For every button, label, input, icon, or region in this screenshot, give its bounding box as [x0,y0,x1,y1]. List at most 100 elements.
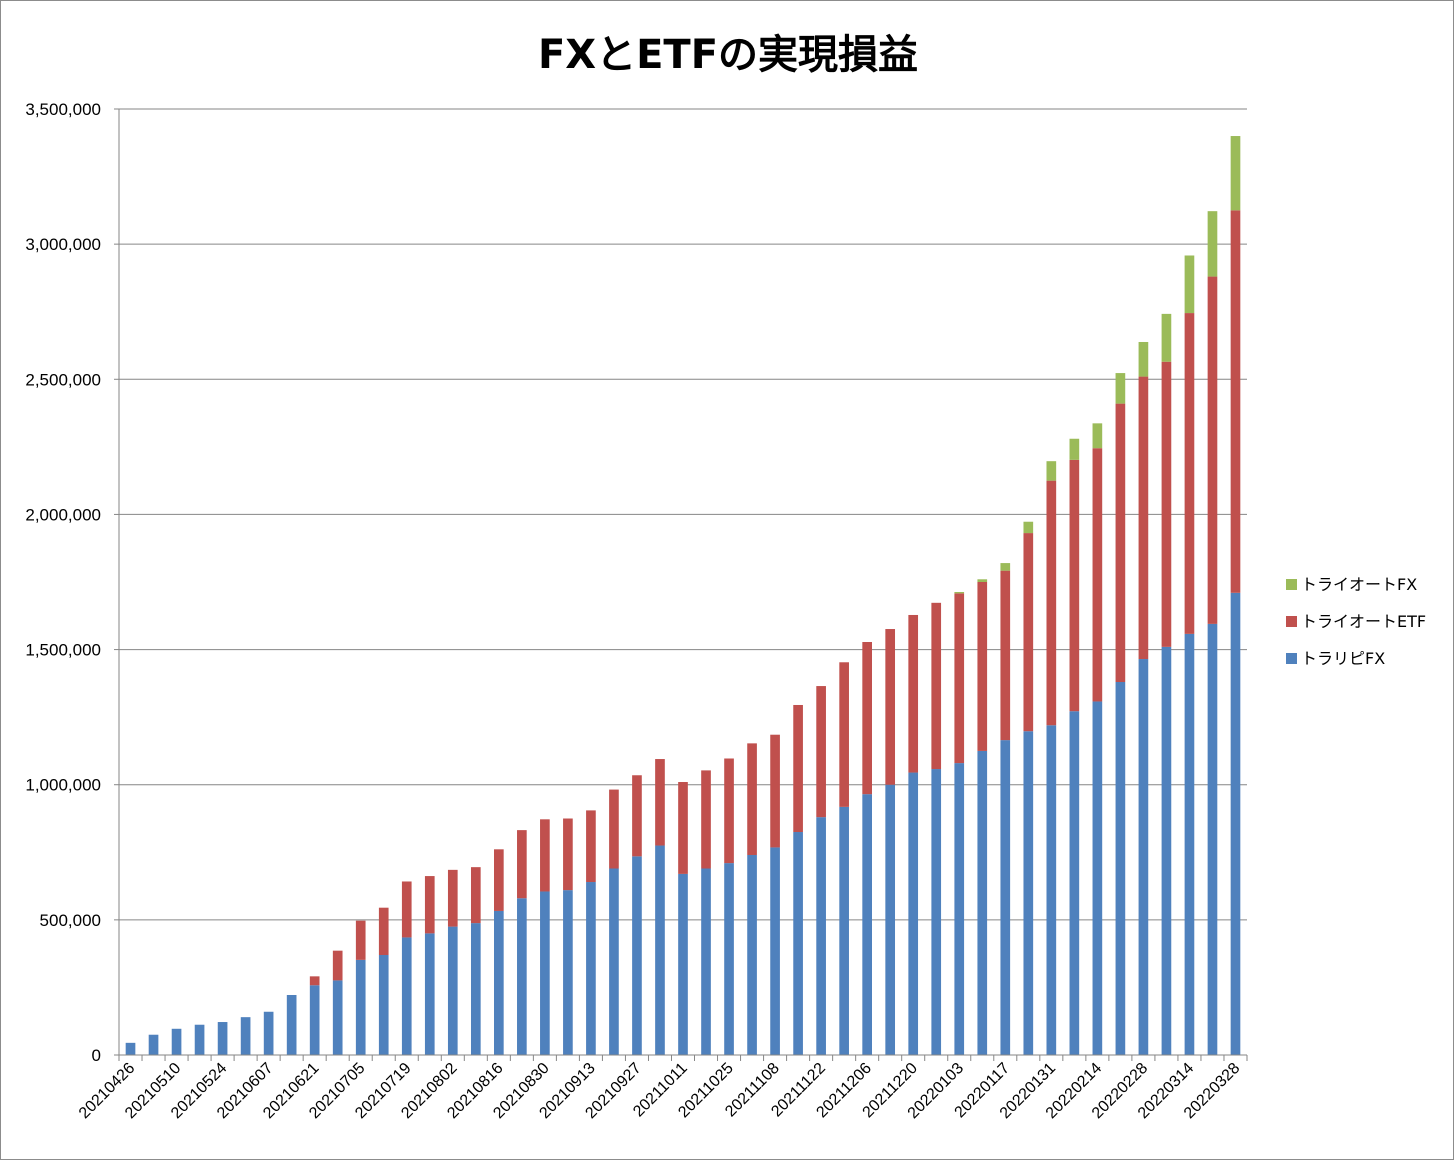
bar-triauto-etf [655,759,665,846]
bar-trarip-fx [701,868,711,1055]
bar-triauto-etf [586,810,596,883]
bar-trarip-fx [586,882,596,1055]
bar-triauto-etf [309,976,320,986]
bar-trarip-fx [1184,633,1195,1055]
y-tick-label: 500,000 [40,911,101,930]
bar-trarip-fx [885,784,896,1055]
bar-triauto-fx [1138,341,1149,377]
bar-triauto-etf [632,775,642,857]
bar-trarip-fx [194,1024,205,1055]
bar-triauto-fx [954,592,965,594]
bar-trarip-fx [747,854,757,1055]
bar-triauto-etf [954,593,965,764]
axes [114,108,1248,1061]
bar-trarip-fx [447,926,458,1055]
bar-triauto-etf [1207,276,1218,624]
bar-triauto-fx [1000,563,1011,571]
bar-trarip-fx [148,1034,159,1055]
bar-trarip-fx [908,772,919,1055]
bar-triauto-etf [1184,313,1195,634]
bar-trarip-fx [931,769,942,1055]
bar-triauto-etf [885,629,896,785]
bar-triauto-etf [609,789,619,869]
bar-trarip-fx [470,923,481,1055]
bar-trarip-fx [355,959,366,1055]
bar-trarip-fx [678,873,688,1055]
bar-trarip-fx [1069,711,1080,1055]
bar-triauto-etf [701,770,711,869]
y-tick-label: 3,000,000 [25,235,101,254]
bar-trarip-fx [563,890,573,1055]
y-tick-label: 0 [92,1046,101,1065]
bar-triauto-etf [770,734,780,848]
bar-trarip-fx [424,933,435,1055]
legend-swatch [1286,616,1297,627]
chart-title: FXとETFの実現損益 [538,32,918,78]
bar-trarip-fx [1161,646,1172,1055]
bar-triauto-etf [931,602,942,770]
bar-triauto-etf [816,686,826,818]
bar-trarip-fx [609,868,619,1055]
bar-trarip-fx [332,980,343,1055]
bar-triauto-fx [977,579,988,582]
bar-triauto-etf [332,950,343,981]
bar-trarip-fx [286,994,297,1055]
bar-triauto-etf [1138,376,1149,660]
bar-trarip-fx [240,1017,251,1055]
gridlines [119,108,1247,921]
bar-triauto-etf [678,782,688,874]
bar-triauto-etf [1069,459,1080,712]
bar-triauto-etf [724,758,734,864]
bar-triauto-etf [793,704,803,833]
bar-trarip-fx [1092,701,1103,1055]
bar-trarip-fx [401,937,412,1055]
bar-triauto-etf [1023,533,1034,732]
bar-trarip-fx [724,863,734,1055]
bar-triauto-etf [424,876,435,934]
bar-triauto-fx [1161,313,1172,362]
bar-trarip-fx [632,856,642,1055]
y-tick-label: 3,500,000 [25,100,101,119]
bar-trarip-fx [1023,731,1034,1055]
bar-trarip-fx [494,910,504,1055]
bar-triauto-etf [862,642,872,795]
bar-triauto-etf [977,582,988,751]
y-tick-label: 2,500,000 [25,370,101,389]
bar-trarip-fx [1138,659,1149,1055]
y-tick-label: 2,000,000 [25,505,101,524]
bar-trarip-fx [862,794,872,1055]
bar-trarip-fx [954,763,965,1055]
bar-triauto-fx [1207,211,1218,277]
bar-triauto-etf [355,920,366,960]
legend: トライオートFX トライオートETF トラリピFX [1286,575,1426,668]
bar-triauto-etf [1046,480,1057,726]
bar-triauto-etf [494,849,504,911]
bar-trarip-fx [1115,682,1126,1055]
bar-trarip-fx [793,832,803,1055]
bar-triauto-etf [1230,210,1241,593]
bar-triauto-etf [839,662,849,807]
bar-triauto-etf [1161,361,1172,647]
bars [125,136,1241,1055]
bar-triauto-etf [563,818,573,891]
bar-trarip-fx [540,891,550,1055]
bar-triauto-fx [1184,255,1195,314]
bar-triauto-etf [1092,448,1103,702]
bar-trarip-fx [171,1028,182,1055]
legend-label: トライオートFX [1301,575,1417,594]
bar-trarip-fx [1207,623,1218,1055]
y-tick-labels: 0 500,000 1,000,000 1,500,000 2,000,000 2,500… [25,100,101,1065]
bar-trarip-fx [378,954,389,1055]
y-tick-label: 1,500,000 [25,641,101,660]
bar-triauto-fx [1092,423,1103,449]
legend-swatch [1286,579,1297,590]
bar-trarip-fx [1000,740,1011,1055]
bar-triauto-fx [1069,438,1080,460]
bar-trarip-fx [770,847,780,1055]
bar-triauto-fx [1115,373,1126,404]
bar-trarip-fx [517,898,527,1055]
bar-triauto-etf [401,881,412,938]
x-tick-labels: 2021042620210510202105242021060720210621… [76,1060,1243,1122]
bar-trarip-fx [263,1011,274,1055]
